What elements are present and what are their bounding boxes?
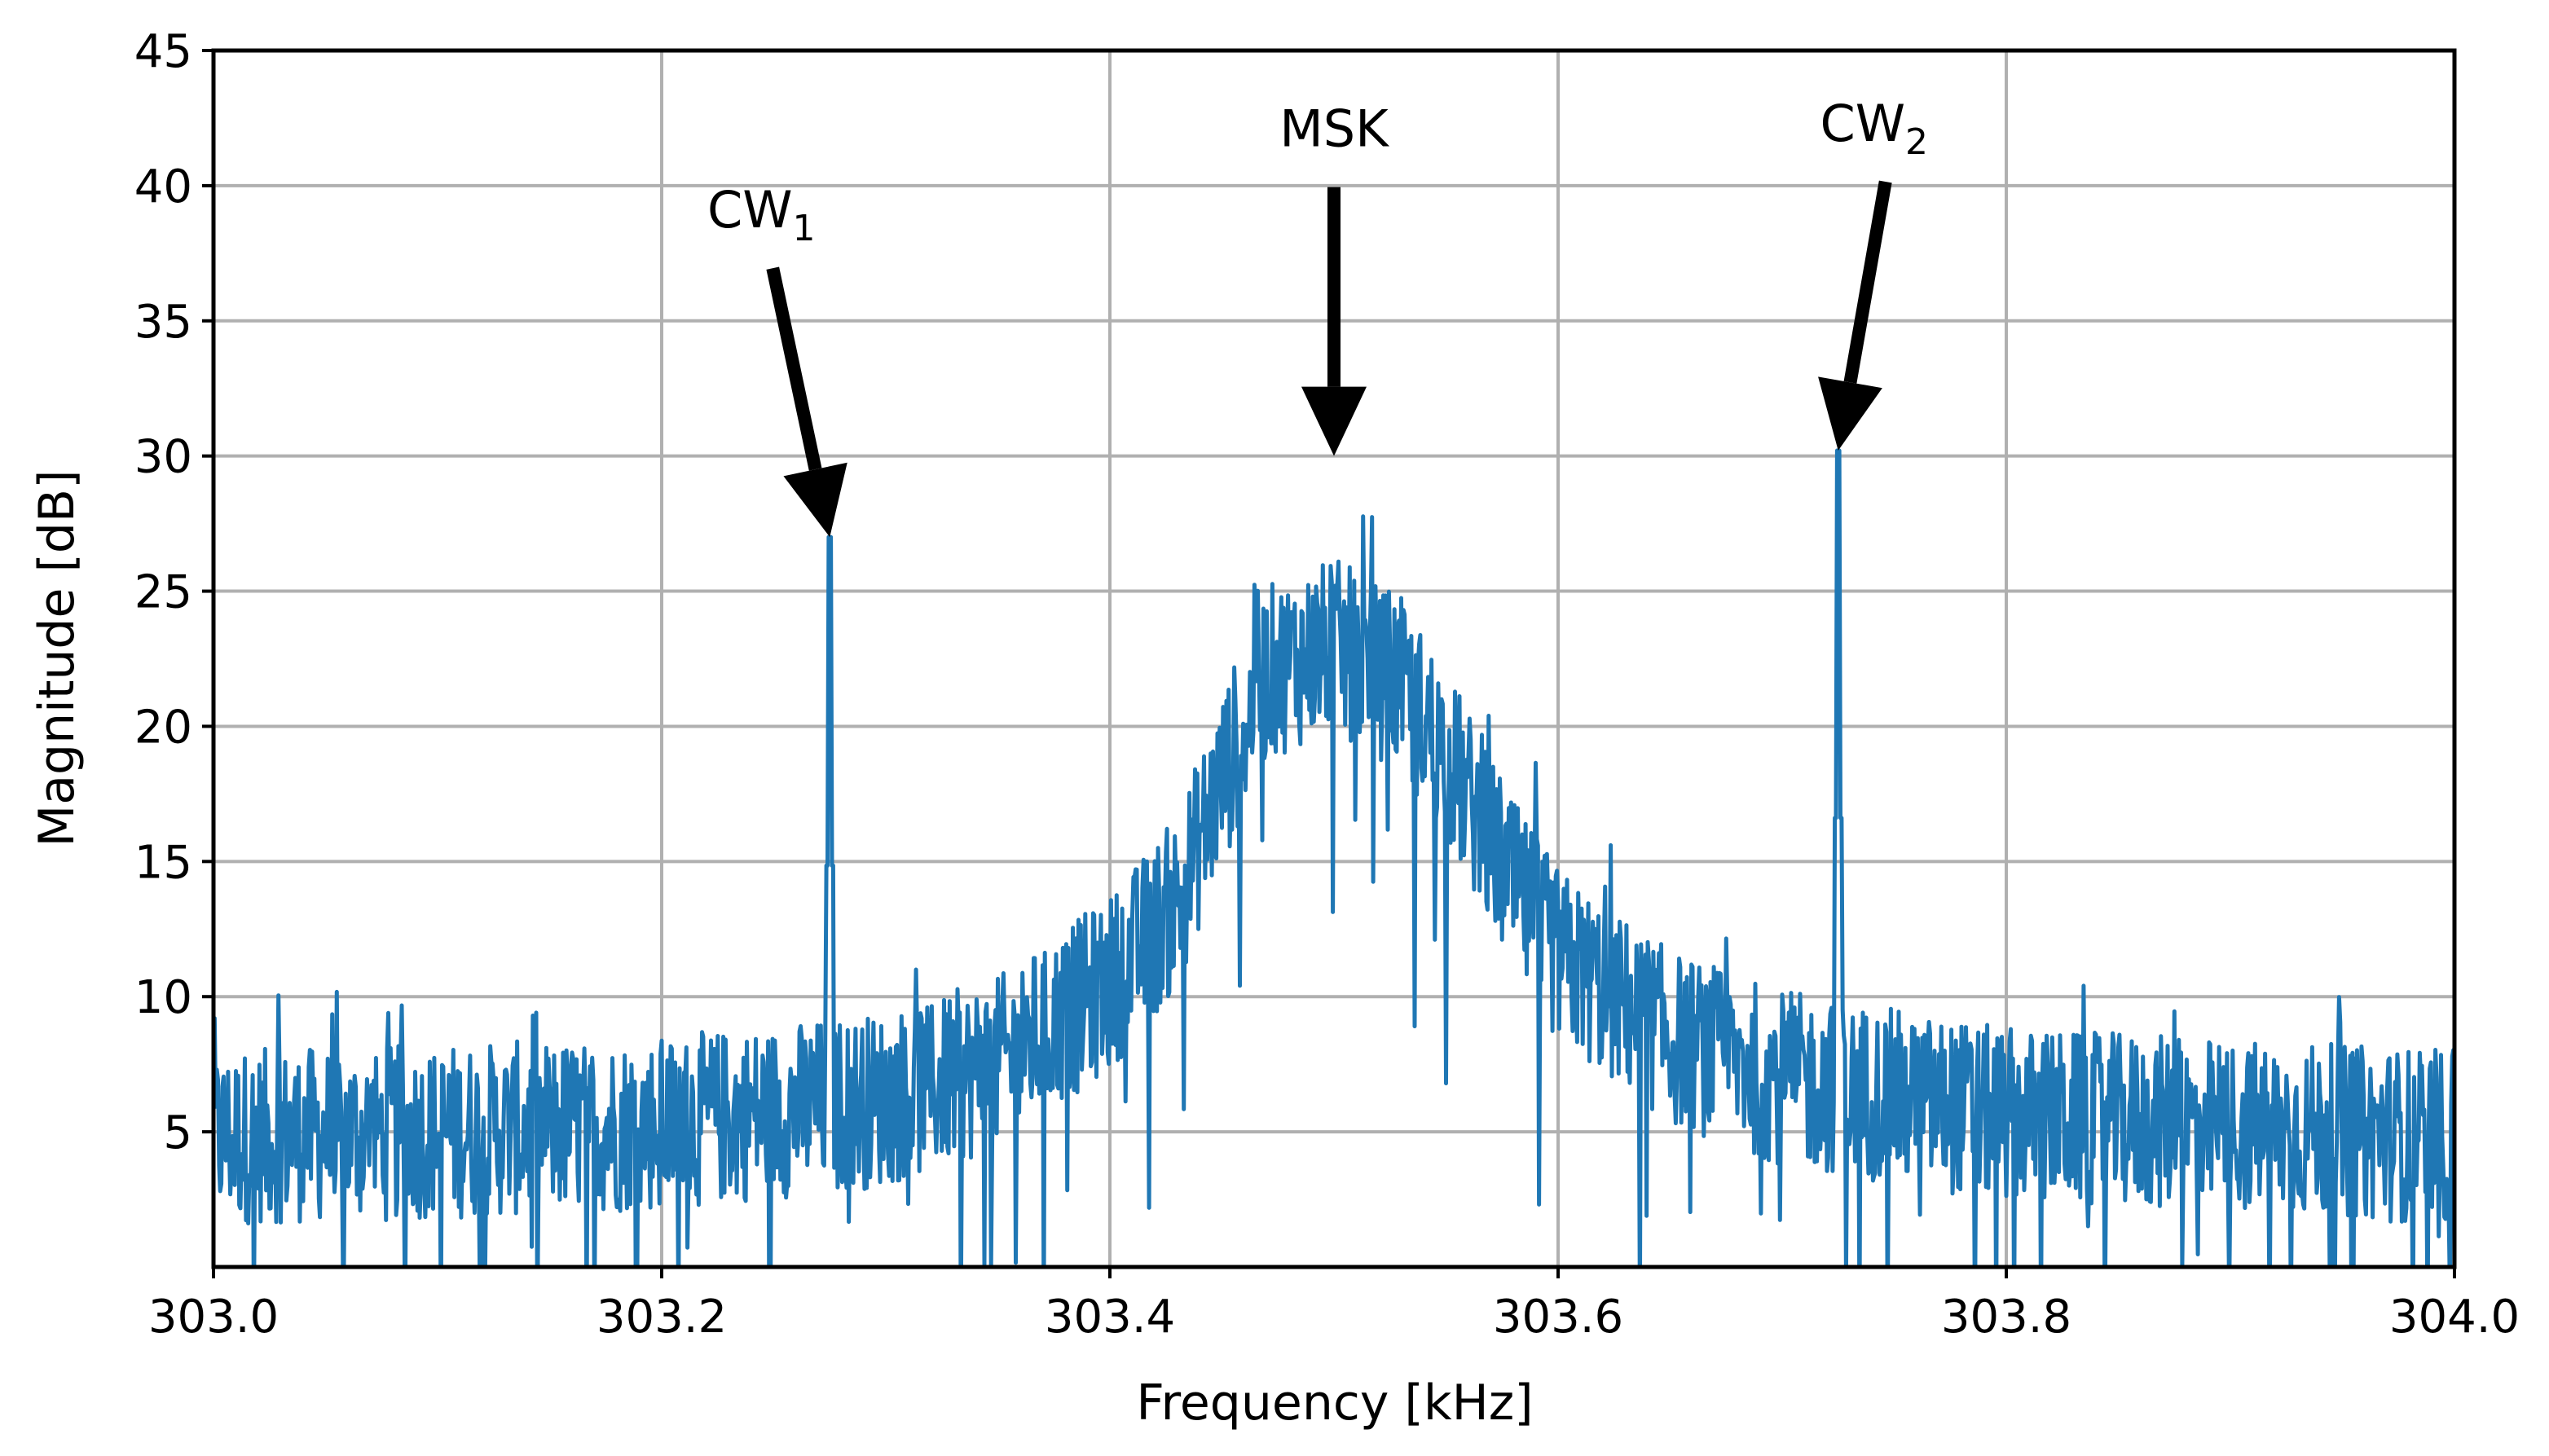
- annotations: CW1 MSK CW2: [707, 94, 1928, 538]
- y-tick-label: 20: [134, 701, 192, 754]
- x-axis-ticks: 303.0 303.2 303.4 303.6 303.8 304.0: [148, 1267, 2520, 1344]
- annotation-label: CW2: [1820, 94, 1928, 163]
- annotation-arrowhead: [1301, 386, 1367, 456]
- y-tick-label: 25: [134, 566, 192, 619]
- annotation-label: CW1: [707, 180, 816, 249]
- y-axis-label: Magnitude [dB]: [29, 469, 86, 847]
- x-tick-label: 304.0: [2389, 1291, 2520, 1344]
- y-axis-ticks: 5 10 15 20 25 30 35 40 45: [134, 25, 214, 1159]
- annotation-arrow-shaft: [1843, 180, 1892, 384]
- x-tick-label: 303.2: [597, 1291, 727, 1344]
- y-tick-label: 10: [134, 971, 192, 1024]
- x-tick-label: 303.4: [1045, 1291, 1175, 1344]
- annotation-arrow-shaft: [766, 266, 822, 471]
- annotation-subscript: 2: [1905, 121, 1928, 163]
- annotation-label: MSK: [1279, 99, 1389, 159]
- x-tick-label: 303.8: [1941, 1291, 2071, 1344]
- series-layer: [214, 448, 2454, 1267]
- y-tick-label: 5: [163, 1106, 192, 1159]
- y-tick-label: 30: [134, 431, 192, 484]
- annotation-subscript: 1: [793, 208, 816, 249]
- y-tick-label: 45: [134, 25, 192, 78]
- annotation-arrowhead: [1818, 376, 1882, 451]
- y-tick-label: 35: [134, 296, 192, 349]
- y-tick-label: 15: [134, 836, 192, 889]
- annotation-arrowhead: [783, 462, 847, 538]
- x-tick-label: 303.0: [148, 1291, 279, 1344]
- x-axis-label: Frequency [kHz]: [1136, 1375, 1533, 1432]
- plot-frame: [211, 48, 2457, 1269]
- spectrum-series-line: [214, 448, 2454, 1267]
- y-tick-label: 40: [134, 161, 192, 213]
- x-tick-label: 303.6: [1493, 1291, 1623, 1344]
